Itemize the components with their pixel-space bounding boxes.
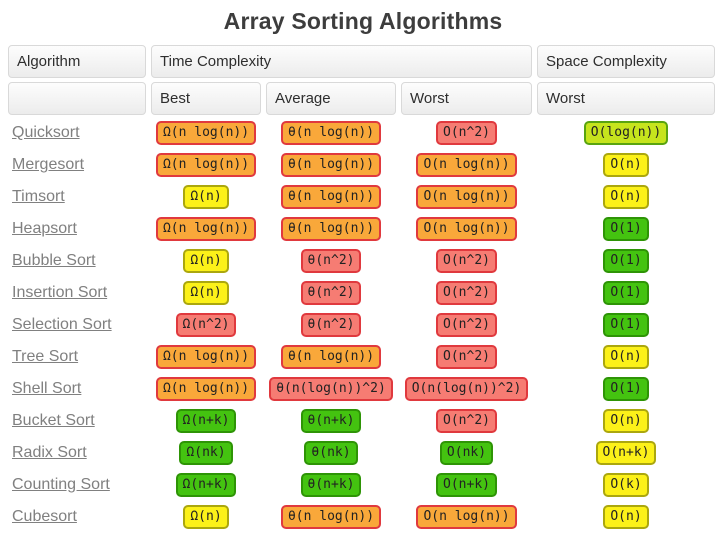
best-complexity-badge: Ω(n+k) <box>175 409 237 433</box>
space-complexity-badge: O(log(n)) <box>583 121 669 145</box>
average-complexity-badge: θ(n(log(n))^2) <box>269 377 393 401</box>
space-complexity-badge: O(n) <box>603 409 649 433</box>
table-row: Cubesort Ω(n) θ(n log(n)) O(n log(n)) O(… <box>8 503 715 531</box>
average-complexity-badge: θ(nk) <box>304 441 358 465</box>
header-empty-cell <box>8 82 146 115</box>
worst-complexity-badge: O(nk) <box>439 441 494 465</box>
average-complexity-badge: θ(n log(n)) <box>280 217 382 241</box>
worst-complexity-badge: O(n log(n)) <box>416 217 517 241</box>
table-row: Selection Sort Ω(n^2) θ(n^2) O(n^2) O(1) <box>8 311 715 339</box>
page-title: Array Sorting Algorithms <box>223 8 503 34</box>
space-complexity-badge: O(n) <box>603 153 649 177</box>
average-complexity-badge: θ(n^2) <box>300 281 362 305</box>
worst-complexity-badge: O(n log(n)) <box>416 185 517 209</box>
average-complexity-badge: θ(n^2) <box>300 249 362 273</box>
worst-complexity-badge: O(n^2) <box>436 249 497 273</box>
table-row: Quicksort Ω(n log(n)) θ(n log(n)) O(n^2)… <box>8 119 715 147</box>
worst-complexity-badge: O(n(log(n))^2) <box>404 377 529 401</box>
average-complexity-badge: θ(n+k) <box>300 409 362 433</box>
best-complexity-badge: Ω(n log(n)) <box>155 121 257 145</box>
average-complexity-badge: θ(n^2) <box>300 313 362 337</box>
worst-complexity-badge: O(n^2) <box>436 345 497 369</box>
worst-complexity-badge: O(n^2) <box>436 409 497 433</box>
best-complexity-badge: Ω(n log(n)) <box>155 345 257 369</box>
algorithm-link[interactable]: Bubble Sort <box>12 252 96 269</box>
average-complexity-badge: θ(n+k) <box>300 473 362 497</box>
space-complexity-badge: O(n) <box>603 505 649 529</box>
header-row-groups: Algorithm Time Complexity Space Complexi… <box>8 45 715 78</box>
space-complexity-badge: O(n+k) <box>595 441 657 465</box>
best-complexity-badge: Ω(n log(n)) <box>155 217 257 241</box>
algorithm-link[interactable]: Shell Sort <box>12 380 82 397</box>
algorithm-link[interactable]: Counting Sort <box>12 476 110 493</box>
space-complexity-badge: O(n) <box>603 345 649 369</box>
space-complexity-badge: O(1) <box>603 281 649 305</box>
average-complexity-badge: θ(n log(n)) <box>280 185 382 209</box>
header-space-complexity: Space Complexity <box>537 45 715 78</box>
algorithm-link[interactable]: Timsort <box>12 188 65 205</box>
best-complexity-badge: Ω(n) <box>183 505 229 529</box>
average-complexity-badge: θ(n log(n)) <box>280 153 382 177</box>
header-best: Best <box>151 82 261 115</box>
space-complexity-badge: O(1) <box>603 217 649 241</box>
best-complexity-badge: Ω(n log(n)) <box>155 377 257 401</box>
space-complexity-badge: O(1) <box>603 377 649 401</box>
worst-complexity-badge: O(n log(n)) <box>416 505 517 529</box>
algorithm-link[interactable]: Quicksort <box>12 124 80 141</box>
table-row: Bucket Sort Ω(n+k) θ(n+k) O(n^2) O(n) <box>8 407 715 435</box>
worst-complexity-badge: O(n+k) <box>436 473 497 497</box>
header-average: Average <box>266 82 396 115</box>
average-complexity-badge: θ(n log(n)) <box>280 121 382 145</box>
table-row: Bubble Sort Ω(n) θ(n^2) O(n^2) O(1) <box>8 247 715 275</box>
space-complexity-badge: O(1) <box>603 249 649 273</box>
worst-complexity-badge: O(n^2) <box>436 281 497 305</box>
table-row: Timsort Ω(n) θ(n log(n)) O(n log(n)) O(n… <box>8 183 715 211</box>
average-complexity-badge: θ(n log(n)) <box>280 345 382 369</box>
best-complexity-badge: Ω(n log(n)) <box>155 153 257 177</box>
best-complexity-badge: Ω(n) <box>183 281 229 305</box>
table-row: Heapsort Ω(n log(n)) θ(n log(n)) O(n log… <box>8 215 715 243</box>
space-complexity-badge: O(n) <box>603 185 649 209</box>
algorithm-link[interactable]: Insertion Sort <box>12 284 108 301</box>
best-complexity-badge: Ω(n) <box>183 185 229 209</box>
algorithm-link[interactable]: Selection Sort <box>12 316 112 333</box>
worst-complexity-badge: O(n log(n)) <box>416 153 517 177</box>
header-algorithm: Algorithm <box>8 45 146 78</box>
worst-complexity-badge: O(n^2) <box>436 313 497 337</box>
best-complexity-badge: Ω(n) <box>183 249 229 273</box>
header-space-worst: Worst <box>537 82 715 115</box>
table-row: Mergesort Ω(n log(n)) θ(n log(n)) O(n lo… <box>8 151 715 179</box>
best-complexity-badge: Ω(n+k) <box>175 473 237 497</box>
algorithm-link[interactable]: Bucket Sort <box>12 412 95 429</box>
best-complexity-badge: Ω(n^2) <box>175 313 237 337</box>
average-complexity-badge: θ(n log(n)) <box>280 505 382 529</box>
header-time-complexity: Time Complexity <box>151 45 532 78</box>
table-row: Insertion Sort Ω(n) θ(n^2) O(n^2) O(1) <box>8 279 715 307</box>
space-complexity-badge: O(k) <box>603 473 649 497</box>
table-row: Tree Sort Ω(n log(n)) θ(n log(n)) O(n^2)… <box>8 343 715 371</box>
algorithm-link[interactable]: Cubesort <box>12 508 77 525</box>
sorting-algorithms-table: Algorithm Time Complexity Space Complexi… <box>3 41 720 535</box>
header-row-cases: Best Average Worst Worst <box>8 82 715 115</box>
space-complexity-badge: O(1) <box>603 313 649 337</box>
worst-complexity-badge: O(n^2) <box>436 121 497 145</box>
table-row: Radix Sort Ω(nk) θ(nk) O(nk) O(n+k) <box>8 439 715 467</box>
header-worst: Worst <box>401 82 532 115</box>
algorithm-link[interactable]: Mergesort <box>12 156 85 173</box>
table-row: Shell Sort Ω(n log(n)) θ(n(log(n))^2) O(… <box>8 375 715 403</box>
algorithm-link[interactable]: Radix Sort <box>12 444 87 461</box>
algorithm-link[interactable]: Tree Sort <box>12 348 79 365</box>
algorithm-link[interactable]: Heapsort <box>12 220 77 237</box>
table-row: Counting Sort Ω(n+k) θ(n+k) O(n+k) O(k) <box>8 471 715 499</box>
best-complexity-badge: Ω(nk) <box>179 441 233 465</box>
